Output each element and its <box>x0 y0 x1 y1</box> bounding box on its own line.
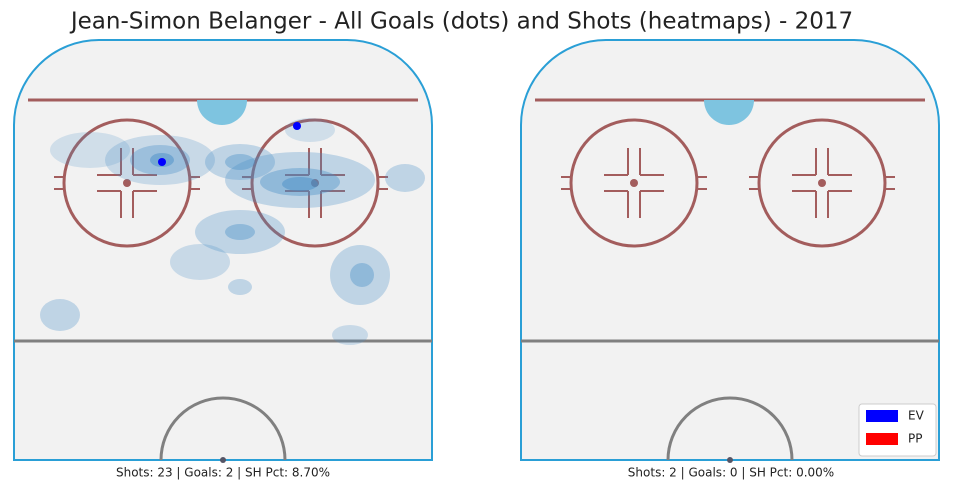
faceoff-circle <box>757 118 887 248</box>
faceoff-circle <box>250 118 380 248</box>
center-circle <box>159 396 287 461</box>
shot-density <box>385 164 425 192</box>
shot-density <box>205 144 275 180</box>
shot-density <box>282 177 318 191</box>
shot-density <box>195 210 285 254</box>
shot-density <box>225 224 255 240</box>
faceoff-circle <box>62 118 192 248</box>
goal-dot <box>158 158 166 166</box>
faceoff-circle <box>569 118 699 248</box>
shot-density <box>40 299 80 331</box>
center-dot <box>727 457 733 463</box>
legend: EV PP <box>858 403 937 457</box>
faceoff-dot <box>123 179 131 187</box>
caption: Shots: 2 | Goals: 0 | SH Pct: 0.00% <box>628 466 834 480</box>
rink <box>13 39 433 461</box>
shot-density <box>228 279 252 295</box>
crease <box>704 100 754 125</box>
crease <box>197 100 247 125</box>
shot-density <box>330 245 390 305</box>
rink <box>520 39 940 461</box>
shot-density <box>225 154 255 170</box>
shot-density <box>50 132 130 168</box>
shot-density <box>350 263 374 287</box>
shot-density <box>285 118 335 142</box>
legend-label: PP <box>908 432 922 446</box>
shot-density <box>332 325 368 345</box>
legend-swatch <box>866 410 898 422</box>
faceoff-dot <box>818 179 826 187</box>
title: Jean-Simon Belanger - All Goals (dots) a… <box>69 9 853 35</box>
rinks <box>13 39 940 463</box>
faceoff-dot <box>630 179 638 187</box>
legend-swatch <box>866 433 898 445</box>
shot-density <box>170 244 230 280</box>
legend-label: EV <box>908 409 925 423</box>
center-circle <box>666 396 794 461</box>
caption: Shots: 23 | Goals: 2 | SH Pct: 8.70% <box>116 466 330 480</box>
center-dot <box>220 457 226 463</box>
goal-dot <box>293 122 301 130</box>
